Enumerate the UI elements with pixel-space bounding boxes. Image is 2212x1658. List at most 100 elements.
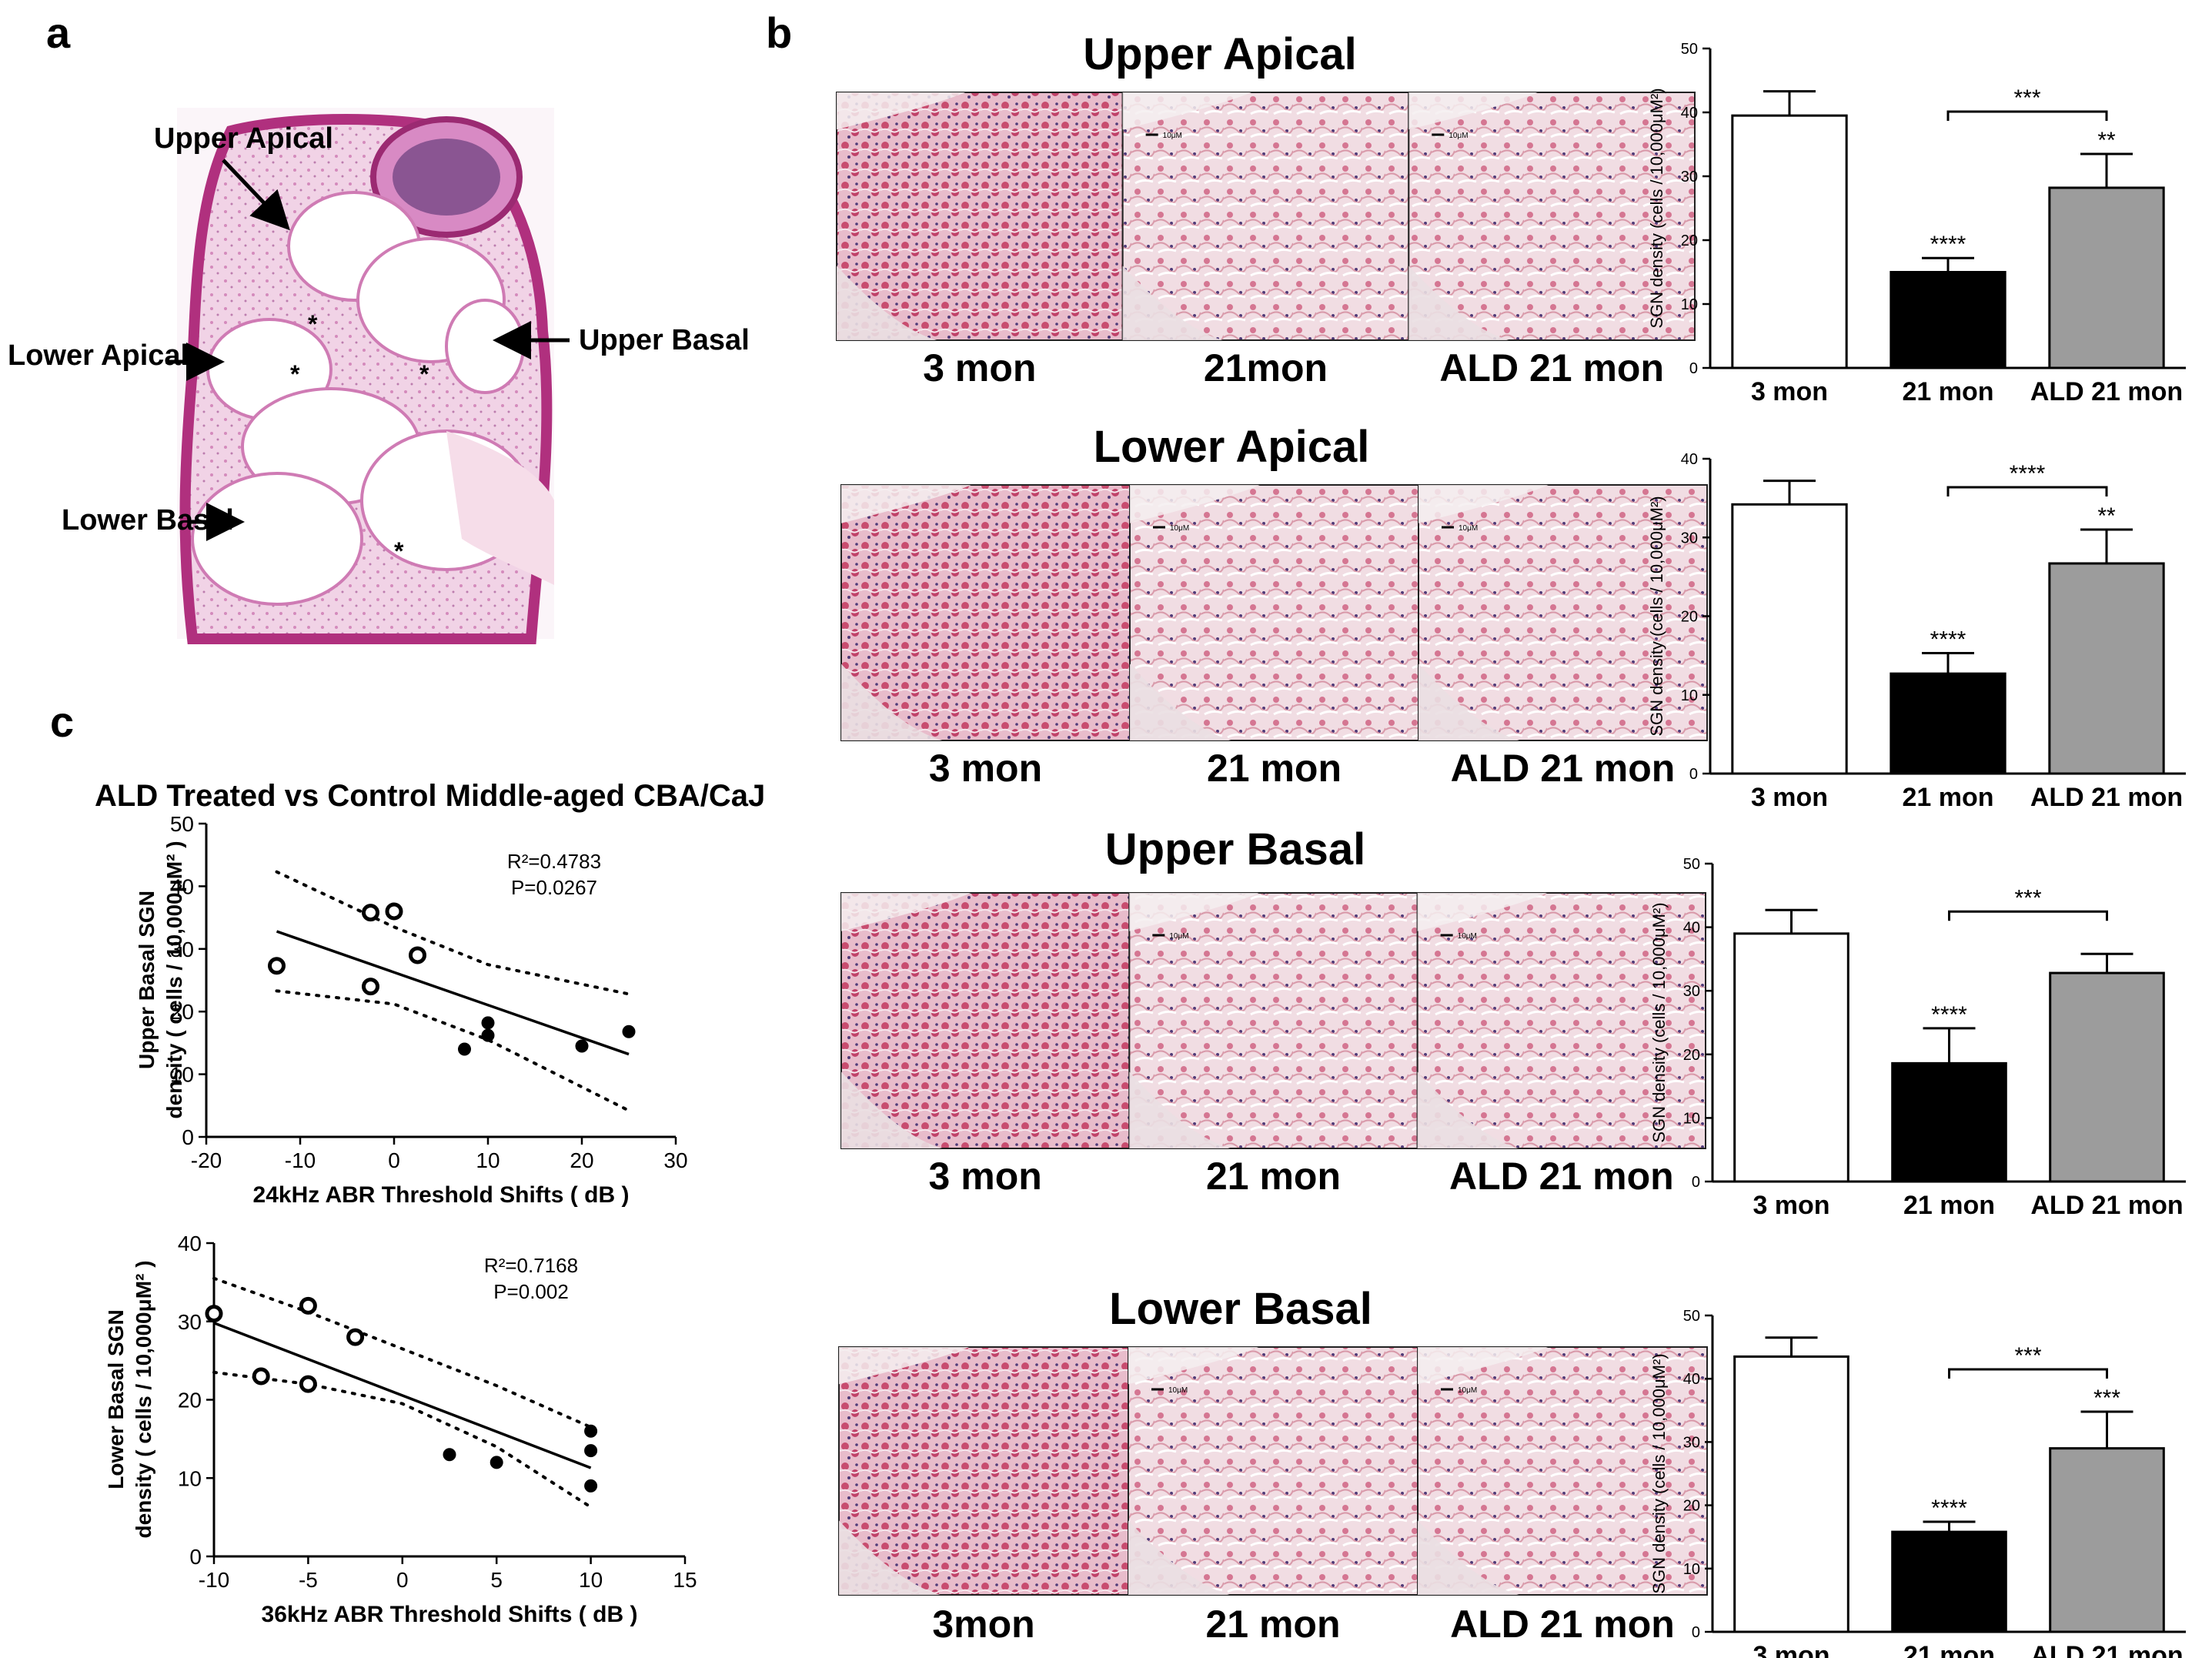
bracket-significance: **** [2010,461,2046,486]
condition-label: ALD 21 mon [1450,1603,1675,1646]
ald-treated-point [490,1456,503,1469]
scale-bar-label: 10μM [1170,524,1189,533]
ald-treated-point [622,1025,636,1038]
bar [1731,114,1848,369]
bar [1733,932,1849,1183]
x-tick-label: ALD 21 mon [2030,1641,2183,1658]
y-tick-label: 10 [1683,1561,1700,1578]
x-tick-label: -20 [191,1148,222,1172]
regression-line [213,1322,592,1469]
bar-chart-2: 0 10 20 30 40 SGN density (cells / 10,000μM²)… [1647,451,2186,812]
condition-label: 3 mon [923,346,1036,389]
condition-label: 21 mon [1207,747,1342,790]
histology-image [840,484,1131,741]
label-lower-apical: Lower Apical [8,339,189,372]
y-tick-label: 20 [170,1000,194,1024]
histology-background [1128,1347,1259,1385]
y-tick-label: 20 [178,1389,202,1412]
x-tick-label: 30 [663,1148,687,1172]
scale-bar-label: 10μM [1459,524,1478,533]
y-tick-label: 10 [1681,296,1698,313]
y-axis-label: SGN density (cells / 10,000μM²) [1647,496,1666,736]
significance-marker: **** [1930,232,1966,257]
histology-background [1418,1347,1549,1385]
histology-image [836,92,1124,341]
histology-background [1418,485,1549,523]
significance-marker: **** [1930,627,1966,653]
bar-chart-1: 0 10 20 30 40 50 SGN density (cells / 10,000μM… [1647,41,2186,406]
bar [1890,672,2007,775]
regression-line [276,930,630,1056]
scale-bar-label: 10μM [1163,132,1182,140]
regression-stat: R²=0.4783 [507,850,601,873]
y-axis-label: Lower Basal SGN [104,1309,128,1489]
histology-background [1122,92,1251,130]
histology-image [1416,892,1706,1149]
y-tick-label: 30 [1683,983,1700,1000]
y-tick-label: 40 [1683,920,1700,937]
significance-marker: **** [1931,1002,1967,1028]
label-upper-basal: Upper Basal [579,324,750,356]
histology-background [839,1520,941,1595]
bar-chart-3: 0 10 20 30 40 50 SGN density (cells / 10,000μM… [1649,856,2186,1220]
histology-image [838,1346,1129,1596]
x-axis-label: 24kHz ABR Threshold Shifts ( dB ) [253,1182,630,1208]
y-tick-label: 0 [1689,360,1698,377]
condition-label: 21 mon [1205,1603,1340,1646]
scale-bar-label: 10μM [1169,932,1188,941]
condition-label: 3mon [932,1603,1034,1646]
x-tick-label: 3 mon [1753,1641,1829,1658]
y-tick-label: 20 [1681,609,1698,626]
asterisk-4: * [394,537,404,565]
y-tick-label: 0 [1689,766,1698,783]
x-tick-label: -10 [285,1148,316,1172]
x-tick-label: 15 [673,1568,697,1592]
y-axis-label: SGN density (cells / 10,000μM²) [1649,902,1669,1142]
histology-background [1418,664,1520,740]
significance-marker: ** [2097,503,2116,529]
x-tick-label: ALD 21 mon [2030,377,2183,406]
bar-chart-4: 0 10 20 30 40 50 SGN density (cells / 10,000μM… [1649,1308,2186,1658]
x-tick-label: ALD 21 mon [2030,783,2183,812]
histology-image [1128,892,1418,1149]
bar [2049,971,2165,1183]
y-tick-label: 50 [1683,856,1700,873]
bar [1890,271,2007,369]
control-point [268,957,286,975]
y-tick-label: 50 [1683,1308,1700,1325]
y-tick-label: 30 [1683,1434,1700,1451]
condition-label: 21 mon [1206,1155,1341,1198]
comparison-bracket [1948,910,2108,921]
y-axis-label: density ( cells / 10,000μM² ) [132,1260,155,1538]
histology-background [1130,664,1231,740]
significance-marker: **** [1931,1496,1967,1521]
significance-marker: *** [2093,1386,2120,1411]
y-tick-label: 0 [182,1125,194,1149]
x-tick-label: 21 mon [1902,783,1993,812]
regression-stat: P=0.0267 [511,876,597,899]
scale-bar-label: 10μM [1168,1386,1188,1395]
histology-background [1408,92,1538,130]
regression-stat: R²=0.7168 [484,1254,578,1277]
asterisk-1: * [308,310,318,338]
y-tick-label: 0 [1692,1174,1700,1191]
bracket-significance: *** [2014,885,2041,911]
scale-bar-label: 10μM [1458,932,1477,941]
y-tick-label: 40 [1681,105,1698,122]
y-tick-label: 0 [1692,1624,1700,1641]
control-point [409,946,426,964]
control-point [299,1375,317,1393]
histology-image [1418,484,1708,741]
y-tick-label: 0 [189,1545,202,1569]
bracket-significance: *** [2014,1343,2041,1369]
histology-background [1417,893,1548,931]
y-tick-label: 10 [1681,687,1698,704]
histology-image [1408,92,1696,341]
histology-background [837,92,966,130]
histology-background [841,664,943,740]
confidence-band-upper [275,870,630,996]
confidence-band-lower [275,989,630,1112]
x-tick-label: 20 [570,1148,593,1172]
scale-bar-label: 10μM [1458,1386,1477,1395]
